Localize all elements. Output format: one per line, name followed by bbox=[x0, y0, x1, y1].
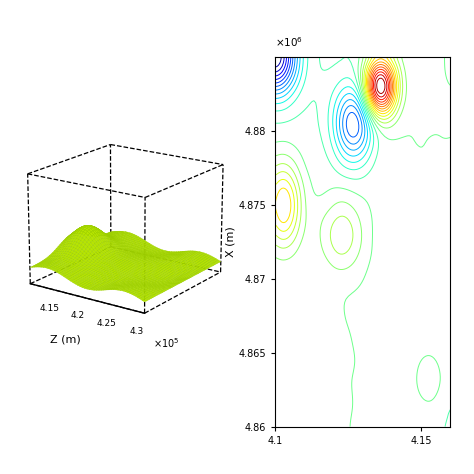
Y-axis label: X (m): X (m) bbox=[225, 227, 236, 257]
Text: $\times 10^6$: $\times 10^6$ bbox=[275, 36, 303, 49]
